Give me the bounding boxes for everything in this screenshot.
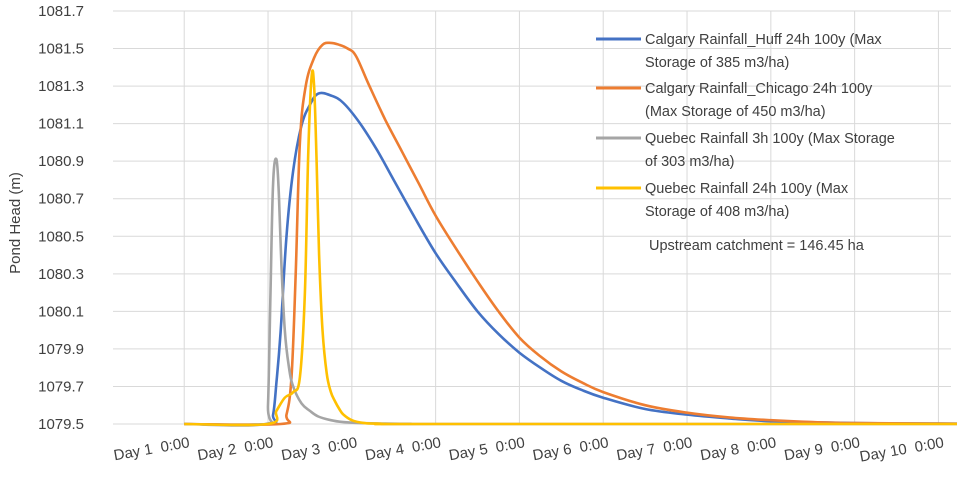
y-tick-label: 1079.5 (38, 416, 84, 433)
y-tick-label: 1080.9 (38, 153, 84, 170)
y-tick-label: 1081.5 (38, 41, 84, 58)
x-tick-label: Day 8 0:00 (699, 434, 778, 464)
legend-label-1: Storage of 385 m3/ha) (645, 55, 789, 71)
x-tick-label: Day 1 0:00 (112, 434, 191, 464)
legend: Calgary Rainfall_Huff 24h 100y (Max Stora… (596, 32, 895, 220)
y-tick-label: 1079.9 (38, 341, 84, 358)
y-tick-label: 1081.1 (38, 116, 84, 133)
legend-label-4: Storage of 408 m3/ha) (645, 204, 789, 220)
series-lines (184, 41, 957, 427)
legend-label-3: of 303 m3/ha) (645, 154, 734, 170)
legend-label-2: (Max Storage of 450 m3/ha) (645, 104, 826, 120)
y-tick-label: 1080.1 (38, 303, 84, 320)
x-tick-label: Day 6 0:00 (531, 434, 610, 464)
y-tick-label: 1079.7 (38, 378, 84, 395)
legend-label-3: Quebec Rainfall 3h 100y (Max Storage (645, 131, 895, 147)
y-tick-label: 1081.3 (38, 78, 84, 95)
x-tick-label: Day 10 0:00 (858, 434, 945, 466)
y-tick-label: 1080.3 (38, 266, 84, 283)
x-tick-label: Day 2 0:00 (196, 434, 275, 464)
legend-label-2: Calgary Rainfall_Chicago 24h 100y (645, 81, 873, 97)
x-tick-labels: Day 1 0:00 Day 2 0:00 Day 3 0:00 Day 4 0:00… (112, 434, 945, 466)
series-line-2 (184, 41, 957, 427)
legend-label-4: Quebec Rainfall 24h 100y (Max (645, 181, 849, 197)
series-line-4 (184, 69, 957, 427)
y-tick-labels: 1079.5 1079.7 1079.9 1080.1 1080.3 1080.5 1080… (38, 3, 84, 433)
y-tick-label: 1080.5 (38, 228, 84, 245)
y-tick-label: 1080.7 (38, 191, 84, 208)
y-tick-label: 1081.7 (38, 3, 84, 20)
x-tick-label: Day 7 0:00 (615, 434, 694, 464)
x-tick-label: Day 4 0:00 (364, 434, 443, 464)
legend-label-1: Calgary Rainfall_Huff 24h 100y (Max (645, 32, 882, 48)
x-tick-label: Day 9 0:00 (783, 434, 862, 464)
y-axis-title: Pond Head (m) (7, 172, 24, 274)
x-tick-label: Day 3 0:00 (280, 434, 359, 464)
x-tick-label: Day 5 0:00 (448, 434, 527, 464)
series-line-1 (184, 91, 957, 427)
annotation-upstream-catchment: Upstream catchment = 146.45 ha (649, 238, 865, 254)
